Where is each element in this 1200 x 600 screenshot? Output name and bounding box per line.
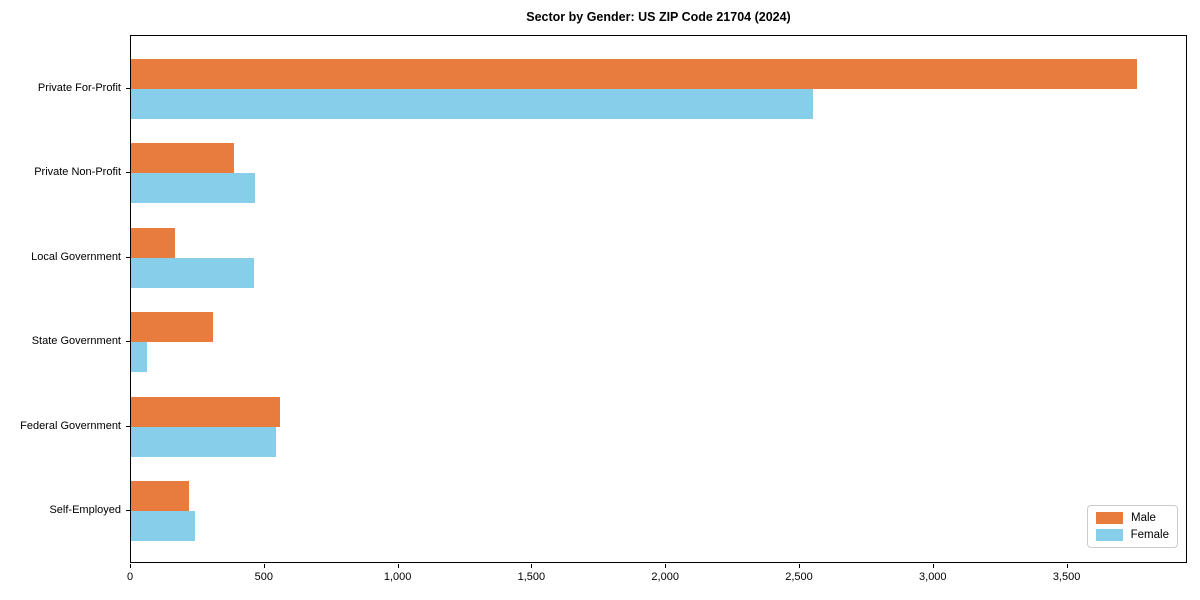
y-tick-label-private-non-profit: Private Non-Profit bbox=[34, 166, 121, 179]
bar-female-private-non-profit bbox=[131, 173, 256, 204]
x-tick-label-500: 500 bbox=[254, 571, 273, 583]
x-tick-label-3500: 3,500 bbox=[1052, 571, 1081, 583]
x-tick-mark bbox=[263, 564, 265, 568]
y-tick-mark bbox=[126, 425, 130, 427]
male-series-swatch bbox=[1096, 512, 1123, 524]
x-tick-label-3000: 3,000 bbox=[919, 571, 947, 583]
y-tick-mark bbox=[126, 510, 130, 512]
x-tick-label-2000: 2,000 bbox=[651, 571, 679, 583]
y-tick-mark bbox=[126, 256, 130, 258]
legend-label-female: Female bbox=[1130, 529, 1169, 541]
x-tick-label-0: 0 bbox=[126, 571, 134, 583]
y-tick-mark bbox=[126, 341, 130, 343]
x-tick-label-1000: 1,000 bbox=[383, 571, 412, 583]
y-tick-label-local-government: Local Government bbox=[31, 250, 121, 263]
x-tick-mark bbox=[1066, 564, 1068, 568]
y-tick-label-state-government: State Government bbox=[31, 335, 121, 348]
bar-female-self-employed bbox=[131, 511, 196, 542]
legend-label-male: Male bbox=[1131, 512, 1156, 524]
chart-title: Sector by Gender: US ZIP Code 21704 (202… bbox=[526, 10, 791, 24]
x-tick-label-2500: 2,500 bbox=[785, 571, 813, 583]
bar-female-federal-government bbox=[131, 426, 276, 457]
bar-male-federal-government bbox=[131, 396, 280, 427]
plot-area bbox=[130, 35, 1187, 563]
x-tick-mark bbox=[798, 564, 800, 568]
bar-male-self-employed bbox=[131, 481, 189, 512]
bar-male-private-for-profit bbox=[131, 58, 1138, 89]
legend-item-male: Male bbox=[1096, 512, 1169, 524]
y-tick-label-federal-government: Federal Government bbox=[20, 419, 121, 432]
y-tick-label-private-for-profit: Private For-Profit bbox=[37, 81, 121, 94]
y-tick-mark bbox=[126, 172, 130, 174]
legend-item-female: Female bbox=[1096, 529, 1169, 541]
bar-female-state-government bbox=[131, 342, 148, 373]
bar-male-private-non-profit bbox=[131, 143, 235, 174]
x-tick-mark bbox=[932, 564, 934, 568]
x-tick-mark bbox=[130, 564, 131, 568]
x-tick-mark bbox=[397, 564, 399, 568]
y-tick-mark bbox=[126, 87, 130, 89]
bar-male-local-government bbox=[131, 227, 176, 258]
x-tick-mark bbox=[665, 564, 667, 568]
bar-female-private-for-profit bbox=[131, 88, 814, 119]
bar-male-state-government bbox=[131, 312, 213, 343]
x-tick-label-1500: 1,500 bbox=[517, 571, 546, 583]
x-tick-mark bbox=[531, 564, 533, 568]
bar-female-local-government bbox=[131, 257, 255, 288]
legend: Male Female bbox=[1087, 505, 1178, 548]
y-tick-label-self-employed: Self-Employed bbox=[49, 504, 121, 517]
female-series-swatch bbox=[1096, 529, 1123, 541]
